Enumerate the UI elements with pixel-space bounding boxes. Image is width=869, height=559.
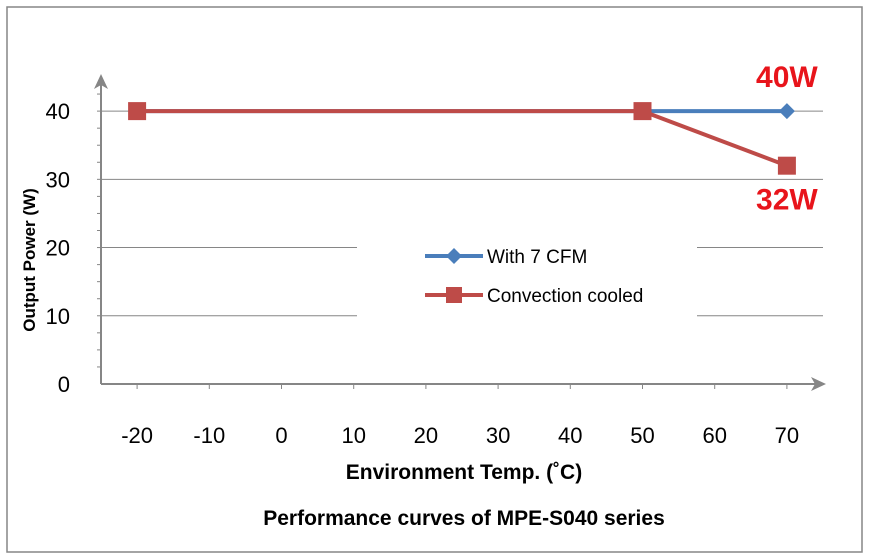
legend-label-convection-cooled: Convection cooled xyxy=(487,286,643,307)
x-axis-title: Environment Temp. (˚C) xyxy=(346,461,582,484)
data-point-square-0 xyxy=(128,102,147,121)
x-tick-label-4: 20 xyxy=(414,423,438,448)
x-axis-arrow xyxy=(811,377,826,391)
x-tick-labels: -20 -10 0 10 20 30 40 50 60 70 xyxy=(121,423,799,448)
x-tick-label-6: 40 xyxy=(558,423,582,448)
chart-title: Performance curves of MPE-S040 series xyxy=(263,507,665,530)
series-group xyxy=(128,102,796,175)
x-tick-label-7: 50 xyxy=(630,423,654,448)
x-tick-label-0: -20 xyxy=(121,423,153,448)
y-tick-label-1: 10 xyxy=(46,304,70,329)
legend-label-with-7-cfm: With 7 CFM xyxy=(487,247,587,268)
annotations: 40W 32W xyxy=(756,61,818,217)
x-tick-label-9: 70 xyxy=(775,423,799,448)
annotation-label-1: 32W xyxy=(756,184,818,217)
x-tick-label-3: 10 xyxy=(341,423,365,448)
y-tick-label-4: 40 xyxy=(46,99,70,124)
x-tick-label-5: 30 xyxy=(486,423,510,448)
data-point-diamond-2 xyxy=(778,103,795,120)
y-tick-label-3: 30 xyxy=(46,167,70,192)
legend: With 7 CFM Convection cooled xyxy=(357,226,697,322)
data-point-square-2 xyxy=(777,156,796,175)
x-tick-label-1: -10 xyxy=(193,423,225,448)
y-tick-labels: 0 10 20 30 40 xyxy=(46,99,70,397)
annotation-label-0: 40W xyxy=(756,61,818,94)
y-axis-title: Output Power (W) xyxy=(20,188,39,332)
y-axis-arrow xyxy=(94,74,108,89)
y-tick-label-2: 20 xyxy=(46,236,70,261)
axes xyxy=(94,74,826,391)
legend-marker-diamond xyxy=(446,248,462,264)
legend-marker-square xyxy=(446,287,462,303)
legend-background xyxy=(357,226,697,322)
y-tick-label-0: 0 xyxy=(58,372,70,397)
x-tick-label-2: 0 xyxy=(275,423,287,448)
data-point-square-1 xyxy=(633,102,652,121)
x-tick-label-8: 60 xyxy=(702,423,726,448)
